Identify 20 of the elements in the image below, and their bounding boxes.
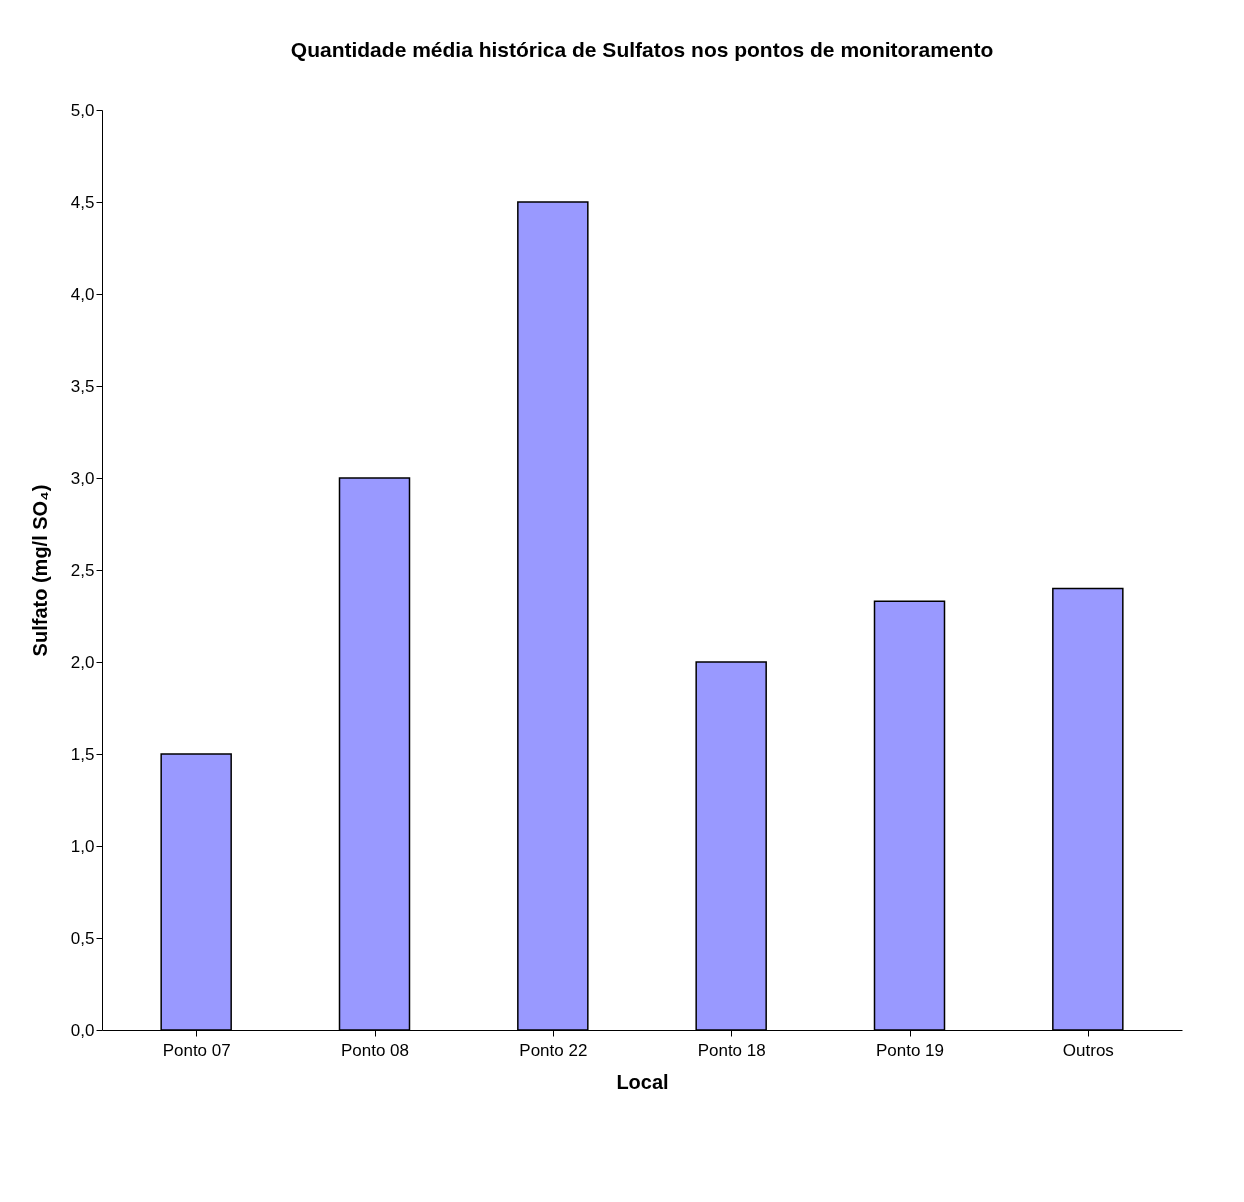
y-tick-label: 3,0 — [70, 468, 95, 488]
x-tick-label: Ponto 19 — [875, 1040, 945, 1060]
y-tick-label: 5,0 — [70, 100, 95, 120]
y-tick-label: 0,0 — [70, 1020, 95, 1040]
x-tick-label: Ponto 22 — [519, 1040, 588, 1060]
x-tick-label: Ponto 18 — [697, 1040, 766, 1060]
y-tick-label: 3,5 — [70, 376, 95, 396]
chart-title: Quantidade média histórica de Sulfatos nos pontos de monitoramento — [290, 38, 994, 61]
y-axis-title: Sulfato (mg/l SO₄) — [28, 484, 51, 657]
x-tick-label: Ponto 07 — [162, 1040, 231, 1060]
y-tick-label: 4,5 — [70, 192, 95, 212]
x-tick-label: Ponto 08 — [340, 1040, 410, 1060]
y-tick-label: 1,0 — [70, 836, 95, 856]
x-tick-label: Outros — [1062, 1040, 1114, 1060]
x-axis-title: Local — [616, 1070, 669, 1093]
y-tick-label: 0,5 — [70, 928, 95, 948]
y-tick-label: 2,5 — [70, 560, 95, 580]
y-tick-label: 1,5 — [70, 744, 95, 764]
y-tick-label: 4,0 — [70, 284, 95, 304]
y-tick-label: 2,0 — [70, 652, 95, 672]
